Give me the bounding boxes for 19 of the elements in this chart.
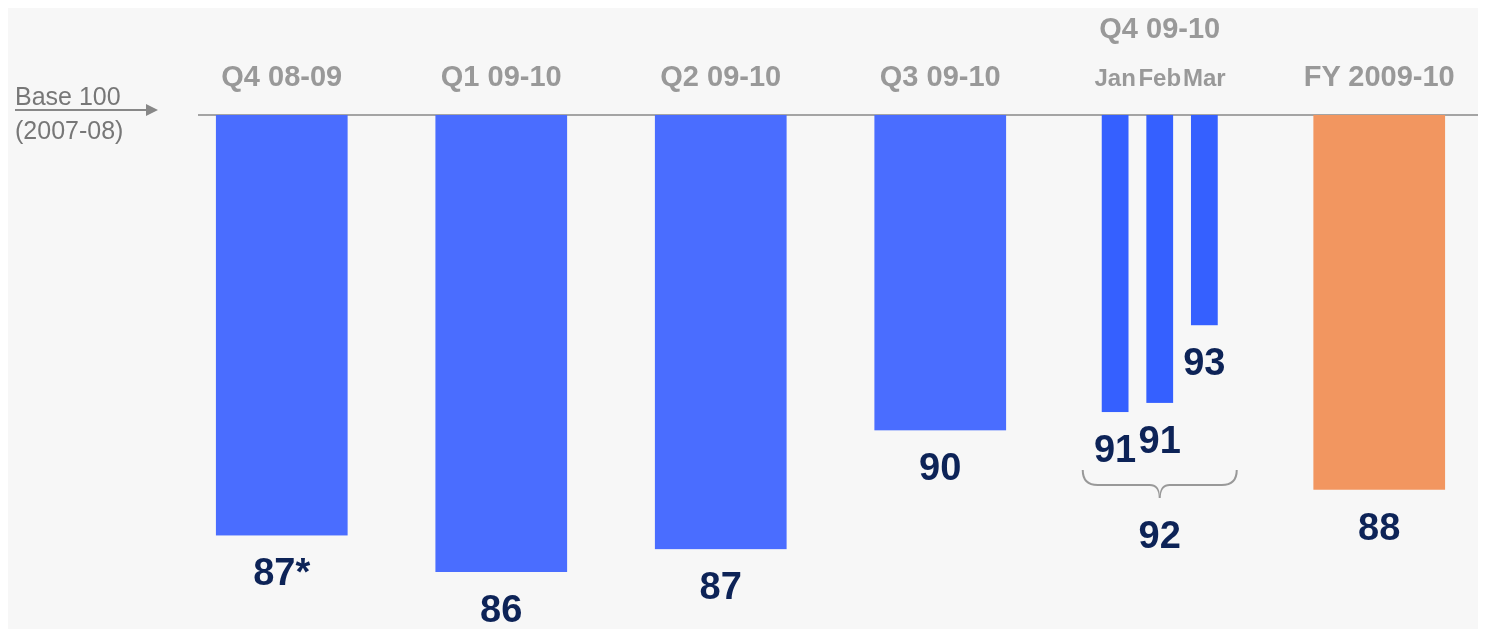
text: Q4 09-10	[1099, 12, 1221, 44]
x-tick-label: Feb	[1138, 64, 1182, 91]
text: Base 100 (2007-08)	[15, 82, 124, 144]
x-tick-label: Q3 09-10	[879, 60, 1001, 92]
x-tick-label: Jan	[1094, 64, 1136, 91]
annotation: 87	[699, 565, 742, 608]
text: 86	[480, 588, 523, 629]
annotation: 93	[1183, 341, 1226, 384]
annotation: 91	[1093, 428, 1137, 471]
x-tick-label: Q1 09-10	[440, 60, 562, 92]
annotation: 92	[1138, 514, 1181, 557]
x-tick-label: FY 2009-10	[1303, 60, 1455, 92]
annotation: 91	[1138, 418, 1181, 461]
x-tick-label: Q4 08-09	[221, 60, 343, 92]
x-tick-label: Q2 09-10	[660, 60, 782, 92]
x-tick-label: Mar	[1183, 64, 1226, 91]
annotation: 90	[919, 446, 962, 489]
annotation: 87*	[253, 551, 311, 594]
annotation: 88	[1358, 505, 1401, 548]
